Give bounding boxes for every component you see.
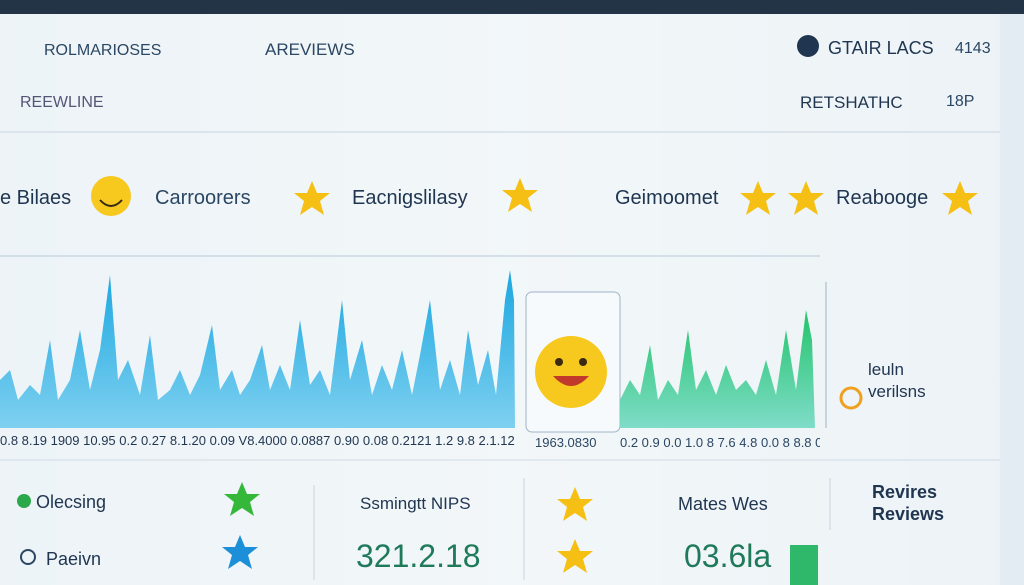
smiley [91, 176, 131, 216]
reviews-label: Reviews [872, 504, 945, 524]
account-icon [797, 35, 819, 57]
legend-icon [839, 386, 863, 410]
axis-labels: 1963.0830 [535, 435, 597, 450]
mouth [553, 376, 589, 386]
brand: ROLMARIOSES [44, 42, 162, 59]
category[interactable]: e Bilaes [0, 187, 72, 209]
reviews-label: Revires [872, 482, 938, 502]
metric-value: 03.6la [684, 538, 772, 574]
bar-icon [790, 545, 818, 585]
category[interactable]: Geimoomet [615, 187, 719, 209]
account[interactable]: GTAIR LACS [828, 38, 934, 58]
page: 18P [946, 93, 975, 110]
panel [0, 14, 1000, 585]
subheader: REEWLINE [20, 94, 104, 111]
eye [579, 358, 587, 366]
axis-labels: 0.8 8.19 1909 10.95 0.2 0.27 8.1.20 0.09… [0, 433, 515, 448]
category[interactable]: Eacnigslilasy [352, 187, 468, 209]
metric-label: Ssmingtt NIPS [360, 494, 471, 513]
top-bar [0, 0, 1024, 14]
category[interactable]: Reabooge [836, 187, 929, 209]
metric-label: Mates Wes [678, 494, 768, 514]
axis-labels: 0.2 0.9 0.0 1.0 8 7.6 4.8 0.0 8 8.8 0.4 … [620, 435, 820, 450]
metric-value: 321.2.18 [356, 538, 481, 574]
activity-chart [620, 310, 815, 428]
activity-chart [0, 270, 515, 428]
category[interactable]: Carroorers [155, 187, 251, 209]
item[interactable]: Olecsing [36, 492, 107, 512]
nav-link[interactable]: AREVIEWS [265, 40, 355, 59]
status-dot [17, 494, 31, 508]
legend-label: verilsns [868, 382, 926, 401]
count: 4143 [955, 40, 991, 57]
subheader: RETSHATHC [800, 93, 903, 112]
smiley [535, 336, 607, 408]
mouth [99, 199, 123, 207]
legend-label: leuln [868, 360, 904, 379]
item[interactable]: Paeivn [46, 549, 102, 569]
eye [555, 358, 563, 366]
status-dot [20, 549, 36, 565]
